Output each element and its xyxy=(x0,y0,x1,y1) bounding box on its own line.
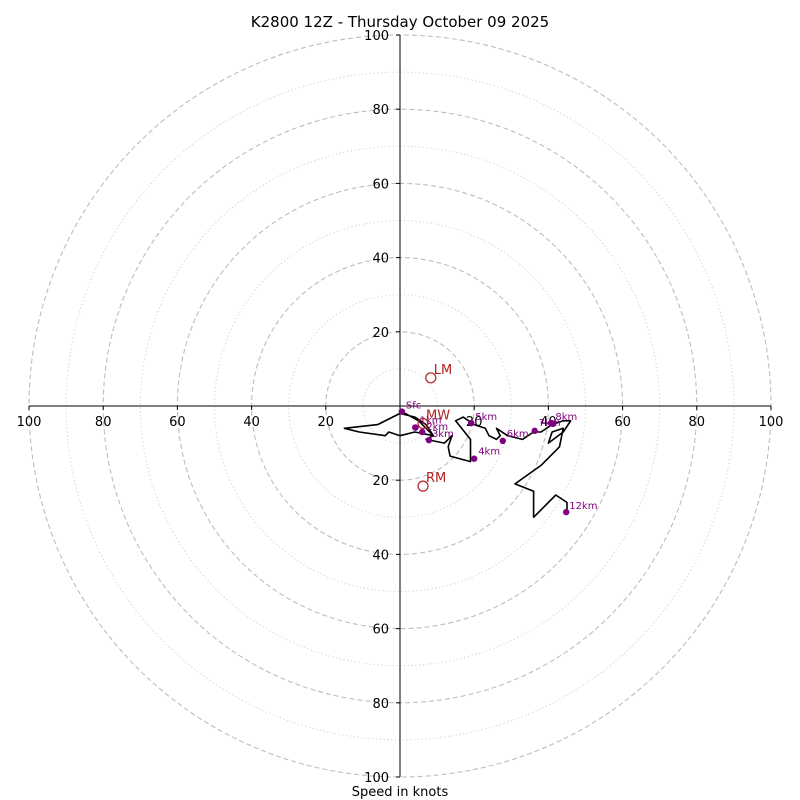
motion-label-rm: RM xyxy=(426,471,446,486)
x-tick-label: 40 xyxy=(243,415,260,430)
axis-tick-labels: 1008060402020406080100100806040202040608… xyxy=(17,29,784,786)
height-point-8km xyxy=(548,419,555,427)
height-point-2km xyxy=(419,428,426,436)
height-label-12km: 12km xyxy=(569,501,597,512)
y-tick-label: 100 xyxy=(364,771,389,786)
motion-marker-rm xyxy=(417,480,429,492)
chart-title: K2800 12Z - Thursday October 09 2025 xyxy=(251,13,549,31)
x-tick-label: 80 xyxy=(689,415,706,430)
x-axis-label: Speed in knots xyxy=(352,785,449,800)
height-label-sfc: Sfc xyxy=(406,401,421,412)
y-tick-label: 40 xyxy=(372,252,389,267)
x-tick-label: 60 xyxy=(169,415,186,430)
x-tick-label: 60 xyxy=(614,415,631,430)
motion-marker-lm xyxy=(425,372,437,384)
height-point-sfc xyxy=(398,408,406,415)
x-tick-label: 100 xyxy=(17,415,42,430)
y-tick-label: 20 xyxy=(372,474,389,489)
height-point-4km xyxy=(471,455,478,462)
height-label-8km: 8km xyxy=(555,412,577,423)
height-label-1km: 1km xyxy=(420,416,442,427)
height-markers: Sfc1km2km3km4km5km6km7km8km12km xyxy=(398,401,597,516)
x-tick-label: 80 xyxy=(95,415,112,430)
motion-marker-mw xyxy=(417,417,429,430)
x-tick-label: 100 xyxy=(759,415,784,430)
y-tick-label: 40 xyxy=(372,548,389,563)
x-tick-label: 20 xyxy=(318,415,335,430)
height-point-1km xyxy=(412,424,419,431)
storm-motion-markers: LM MW RM xyxy=(417,363,452,492)
hodograph-trace xyxy=(343,410,572,519)
height-label-3km: 3km xyxy=(432,429,454,440)
height-point-6km xyxy=(499,437,506,445)
y-tick-label: 60 xyxy=(372,623,389,638)
y-tick-label: 80 xyxy=(372,697,389,712)
height-label-4km: 4km xyxy=(478,447,500,458)
y-tick-label: 80 xyxy=(372,103,389,118)
height-label-5km: 5km xyxy=(475,412,497,423)
y-tick-label: 100 xyxy=(364,29,389,44)
height-point-7km xyxy=(531,427,538,435)
y-tick-label: 60 xyxy=(372,177,389,192)
motion-label-lm: LM xyxy=(434,363,452,378)
height-label-6km: 6km xyxy=(507,429,529,440)
motion-label-mw: MW xyxy=(426,408,450,423)
height-point-3km xyxy=(425,436,433,444)
y-tick-label: 20 xyxy=(372,326,389,341)
height-label-2km: 2km xyxy=(426,422,448,433)
height-point-5km xyxy=(468,419,475,427)
axis-ticks xyxy=(28,34,772,778)
height-point-12km xyxy=(563,508,570,516)
